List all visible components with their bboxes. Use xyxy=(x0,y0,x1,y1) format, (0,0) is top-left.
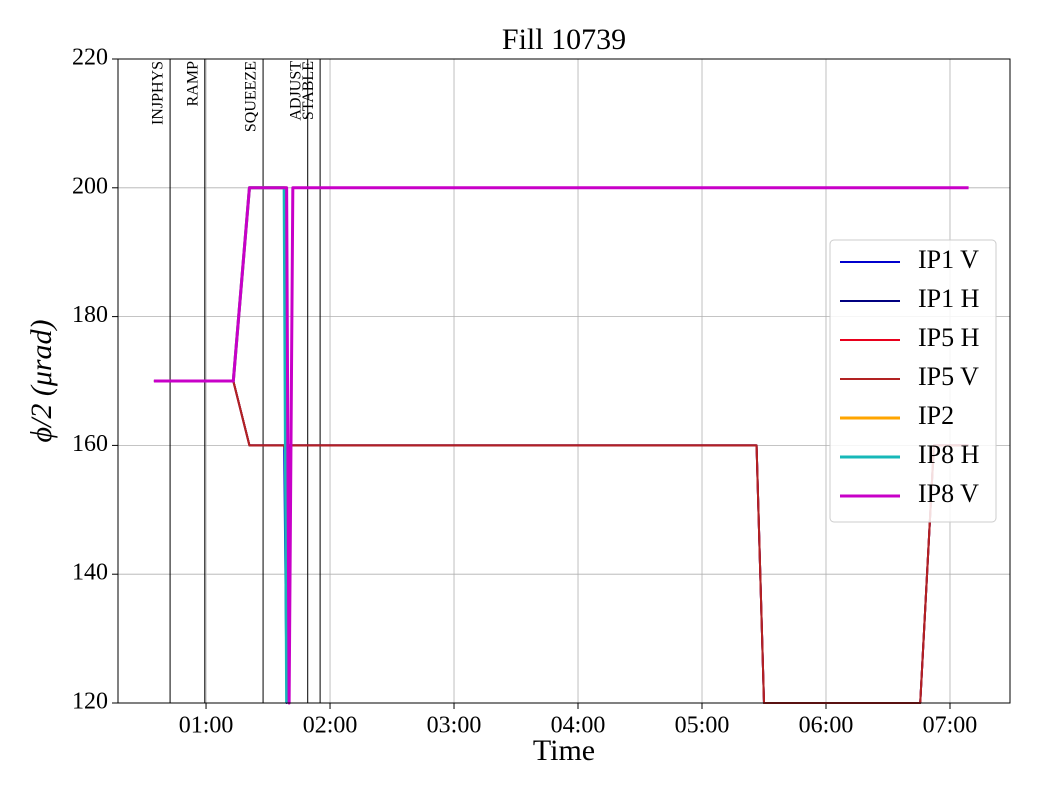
phase-label: INJPHYS xyxy=(150,61,167,125)
phase-label: STABLE xyxy=(300,61,317,120)
y-tick-label: 220 xyxy=(72,45,108,71)
y-tick-label: 120 xyxy=(72,689,108,715)
x-tick-label: 02:00 xyxy=(303,713,358,739)
series-line xyxy=(153,186,969,705)
legend-box xyxy=(829,239,997,523)
legend-label: IP5 V xyxy=(918,362,979,391)
chart-title: Fill 10739 xyxy=(502,23,626,56)
legend-label: IP1 V xyxy=(918,245,979,274)
x-tick-label: 05:00 xyxy=(675,713,730,739)
legend: IP1 V IP1 H IP5 H IP5 V IP2 IP8 H IP8 V xyxy=(829,239,997,523)
series-line xyxy=(153,186,287,383)
y-tick-label: 180 xyxy=(72,302,108,328)
legend-label: IP5 H xyxy=(918,323,980,352)
y-tick-label: 140 xyxy=(72,560,108,586)
x-tick-label: 04:00 xyxy=(551,713,606,739)
x-tick-label: 07:00 xyxy=(923,713,978,739)
y-axis-label: ϕ/2 (μrad) xyxy=(25,319,58,442)
x-tick-label: 03:00 xyxy=(427,713,482,739)
phase-label: ADJUST xyxy=(287,61,304,121)
legend-label: IP1 H xyxy=(918,284,980,313)
phase-label: SQUEEZE xyxy=(243,61,260,132)
y-tick-label: 160 xyxy=(72,431,108,457)
phase-label: RAMP xyxy=(184,61,201,106)
legend-label: IP8 V xyxy=(918,479,979,508)
x-tick-label: 01:00 xyxy=(179,713,234,739)
y-tick-label: 200 xyxy=(72,173,108,199)
plot-frame xyxy=(117,58,1011,704)
legend-label: IP8 H xyxy=(918,440,980,469)
legend-label: IP2 xyxy=(918,401,954,430)
x-axis-label: Time xyxy=(533,734,595,767)
x-tick-label: 06:00 xyxy=(799,713,854,739)
